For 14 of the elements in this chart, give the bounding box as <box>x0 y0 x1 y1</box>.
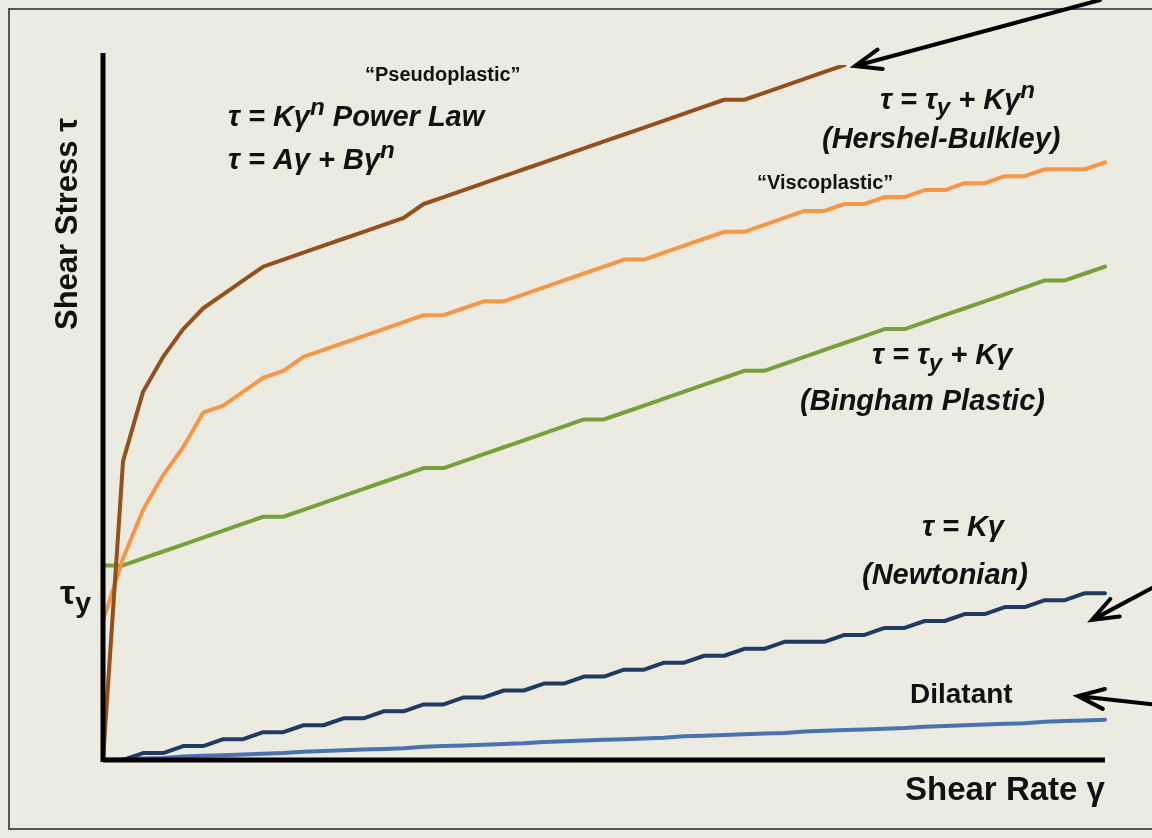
annotation: τ = τ$_{y}$ + Kγ <box>872 338 1013 376</box>
annotation: (Newtonian) <box>862 558 1028 590</box>
annotation: τ = Kγ <box>922 510 1004 542</box>
annotation: (Bingham Plastic) <box>800 384 1045 416</box>
annotation: “Viscoplastic” <box>757 171 894 193</box>
annotation: “Pseudoplastic” <box>365 63 521 85</box>
text: τ$_{y}$ <box>60 573 91 618</box>
annotation: τ = Aγ + Bγ$^{n}$ <box>228 136 395 175</box>
annotation: τ = Kγ$^{n}$ Power Law <box>228 93 485 132</box>
annotation: Dilatant <box>910 678 1013 709</box>
y-axis-title: Shear Stress τ <box>49 117 84 330</box>
annotation: τ = τ$_{y}$ + Kγ$^{n}$ <box>880 76 1036 121</box>
annotation: (Hershel-Bulkley) <box>822 122 1061 154</box>
x-axis-title: Shear Rate γ <box>905 770 1105 807</box>
